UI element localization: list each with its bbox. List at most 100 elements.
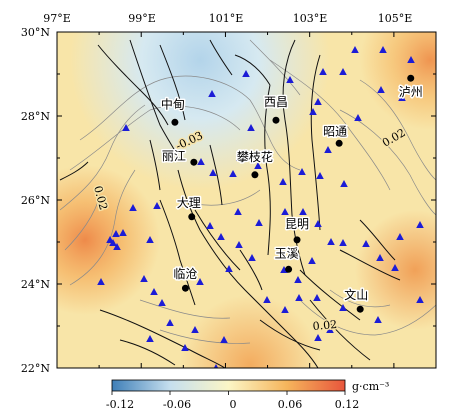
lon-label: 99°E <box>128 12 156 25</box>
colorbar-tick: 0 <box>230 398 237 411</box>
colorbar-tick: -0.06 <box>163 398 191 411</box>
station-marker <box>339 239 347 246</box>
station-marker <box>327 238 335 245</box>
city-label: 大理 <box>177 196 201 210</box>
station-marker <box>309 108 317 115</box>
lon-label: 101°E <box>209 12 244 25</box>
station-marker <box>255 219 263 226</box>
station-marker <box>416 296 424 303</box>
colorbar-tick: 0.12 <box>335 398 360 411</box>
city-dot <box>181 284 189 292</box>
station-marker <box>396 233 404 240</box>
colorbar-unit: g·cm⁻³ <box>352 380 389 393</box>
lat-label: 26°N <box>21 194 50 207</box>
station-marker <box>339 68 347 75</box>
station-marker <box>158 299 166 306</box>
city-dot <box>251 171 259 179</box>
station-marker <box>299 208 307 215</box>
station-marker <box>362 240 370 247</box>
station-marker <box>294 276 302 283</box>
city-dot <box>293 236 301 244</box>
fault-lines <box>59 39 401 368</box>
station-marker <box>234 208 242 215</box>
station-marker <box>196 278 204 285</box>
station-marker <box>229 170 237 177</box>
city-label: 昆明 <box>285 217 309 231</box>
city-dot <box>190 158 198 166</box>
station-marker <box>295 294 303 301</box>
city-dot <box>285 265 293 273</box>
station-marker <box>339 304 347 311</box>
station-marker <box>340 180 348 187</box>
lon-label: 97°E <box>43 12 71 25</box>
station-marker <box>354 114 362 121</box>
station-marker <box>263 296 271 303</box>
station-marker <box>308 257 316 264</box>
station-marker <box>279 178 287 185</box>
station-marker <box>379 46 387 53</box>
lat-label: 28°N <box>21 110 50 123</box>
city-dot <box>356 305 364 313</box>
station-marker <box>112 230 120 237</box>
station-marker <box>407 56 415 63</box>
station-marker <box>319 68 327 75</box>
city-dot <box>407 74 415 82</box>
station-marker <box>374 316 382 323</box>
city-label: 文山 <box>344 287 368 302</box>
station-marker <box>129 204 137 211</box>
colorbar: -0.12 -0.06 0 0.06 0.12 g·cm⁻³ <box>106 379 389 411</box>
contour-lines <box>59 39 436 344</box>
city-label: 攀枝花 <box>237 149 273 164</box>
station-marker <box>97 278 105 285</box>
station-marker <box>220 336 228 343</box>
city-label: 中甸 <box>161 96 185 111</box>
station-marker <box>209 169 217 176</box>
station-marker <box>398 94 406 101</box>
axis-ticks <box>56 31 437 369</box>
lon-label: 103°E <box>293 12 328 25</box>
station-marker <box>150 288 158 295</box>
station-marker <box>217 233 225 240</box>
city-label: 泸州 <box>399 85 423 99</box>
lat-label: 24°N <box>21 278 50 291</box>
station-marker <box>286 76 294 83</box>
city-label: 昭通 <box>323 124 347 138</box>
city-dot <box>335 139 343 147</box>
station-marker <box>140 275 148 282</box>
station-marker <box>181 344 189 351</box>
lon-label: 105°E <box>378 12 413 25</box>
station-marker <box>197 158 205 165</box>
station-marker <box>208 90 216 97</box>
station-marker <box>391 264 399 271</box>
city-label: 西昌 <box>264 95 288 109</box>
station-marker <box>314 98 322 105</box>
station-marker <box>376 254 384 261</box>
station-marker <box>106 236 114 243</box>
station-marker <box>416 221 424 228</box>
station-marker <box>153 202 161 209</box>
station-marker <box>324 146 332 153</box>
seismic-stations <box>97 46 424 368</box>
contour-label: 0.02 <box>312 318 338 333</box>
station-marker <box>314 220 322 227</box>
station-marker <box>313 294 321 301</box>
station-marker <box>326 326 334 333</box>
station-marker <box>206 222 214 229</box>
station-marker <box>254 162 262 169</box>
city-label: 玉溪 <box>275 246 299 260</box>
lat-label: 22°N <box>21 362 50 375</box>
station-marker <box>314 334 322 341</box>
station-marker <box>298 168 306 175</box>
station-marker <box>242 70 250 77</box>
station-marker <box>236 154 244 161</box>
station-marker <box>281 306 289 313</box>
station-marker <box>225 265 233 272</box>
station-marker <box>235 241 243 248</box>
station-marker <box>119 229 127 236</box>
city-dot <box>272 116 280 124</box>
station-marker <box>113 243 121 250</box>
city-dot <box>171 118 179 126</box>
station-marker <box>213 364 219 368</box>
